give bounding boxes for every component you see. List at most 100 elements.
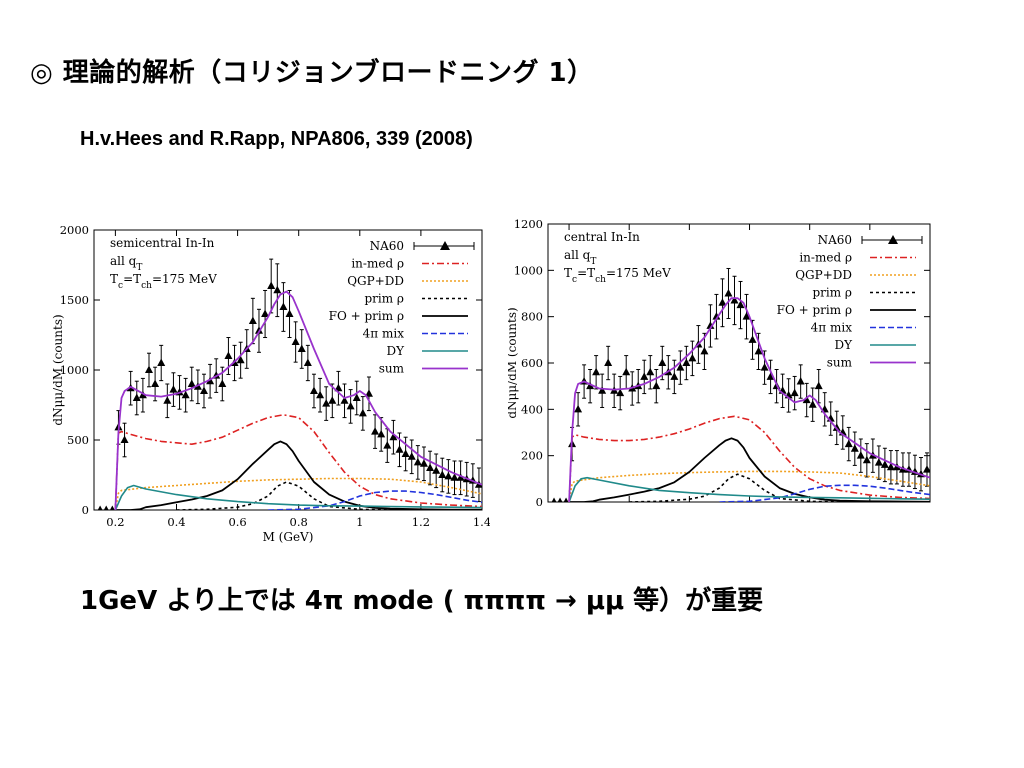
chart2-series-1-point bbox=[670, 372, 679, 380]
chart1-series-1-point bbox=[426, 463, 435, 471]
chart1-series-1-point bbox=[254, 326, 263, 334]
chart1-series-1-point bbox=[328, 396, 337, 404]
chart2-ytick-label: 600 bbox=[521, 356, 543, 370]
chart1-series-5-line bbox=[115, 440, 482, 510]
chart2-series-1-point bbox=[880, 460, 889, 468]
chart2-series-1-point bbox=[676, 363, 685, 371]
chart1-ytick-label: 2000 bbox=[60, 223, 89, 237]
chart2-series-1-point bbox=[706, 321, 715, 329]
chart1-series-1-point bbox=[144, 365, 153, 373]
chart2-series-1-points bbox=[551, 267, 930, 502]
chart2-series-1-point bbox=[844, 439, 853, 448]
chart2-series-1-point bbox=[574, 404, 583, 413]
chart1-series-1-point bbox=[297, 344, 306, 352]
chart1-series-1-point bbox=[456, 473, 465, 481]
chart1-series-1-point bbox=[316, 390, 325, 399]
chart1-series-1-point bbox=[303, 358, 312, 366]
chart1-series-3-legend-label: QGP+DD bbox=[347, 274, 404, 288]
chart1-xtick-label: 0.2 bbox=[106, 515, 124, 529]
chart2-ytick-label: 0 bbox=[536, 495, 543, 509]
chart1-series-1-point bbox=[273, 285, 282, 294]
chart1-series-1-legend-label: NA60 bbox=[370, 239, 404, 253]
chart1-xtick-label: 1 bbox=[356, 515, 363, 529]
chart1-series-1-point bbox=[187, 379, 196, 387]
chart1-annotation-qt: all qT bbox=[110, 254, 142, 273]
chart1-xtick-label: 1.2 bbox=[412, 515, 430, 529]
chart2-series-1-point bbox=[886, 462, 895, 471]
chart2-series-1-point bbox=[586, 381, 595, 390]
chart1-series-1-point bbox=[401, 449, 410, 457]
chart1-series-1-point bbox=[334, 383, 343, 392]
chart1-series-1-point bbox=[358, 408, 367, 417]
chart1-xtick-label: 1.4 bbox=[473, 515, 490, 529]
chart1-series-1-point bbox=[432, 466, 441, 474]
chart2-series-1-point bbox=[658, 358, 667, 366]
chart2-series-1-point bbox=[832, 423, 841, 431]
chart1-xtick-label: 0.6 bbox=[228, 515, 246, 529]
chart2-series-1-point bbox=[712, 312, 721, 320]
chart1-series-1-legend-marker bbox=[440, 241, 450, 250]
chart2-series-1-point bbox=[646, 367, 655, 376]
chart1-ytick-label: 500 bbox=[67, 433, 89, 447]
chart1-series-1-point bbox=[383, 441, 392, 449]
chart2-series-1-point bbox=[718, 298, 727, 306]
chart2-series-1-point bbox=[766, 372, 775, 380]
chart2-series-1-point bbox=[622, 367, 631, 376]
chart1-series-1-point bbox=[120, 435, 129, 443]
chart2-series-1-point bbox=[700, 346, 709, 355]
chart1-series-4-legend-label: prim ρ bbox=[364, 292, 404, 306]
chart1-series-1-point bbox=[224, 351, 233, 359]
chart2-series-8-legend-label: sum bbox=[827, 356, 853, 370]
chart1-series-1-point bbox=[419, 459, 428, 467]
chart1-series-1-point bbox=[450, 473, 459, 481]
chart2-ytick-label: 1000 bbox=[514, 263, 543, 277]
chart1-series-1-point bbox=[97, 505, 103, 510]
chart1-series-1-point bbox=[444, 471, 453, 480]
chart1-series-1-point bbox=[157, 358, 166, 366]
chart2-series-6-line bbox=[719, 484, 930, 502]
chart2-series-1-point bbox=[754, 346, 763, 355]
chart1-series-6-legend-label: 4π mix bbox=[363, 327, 405, 341]
chart1-series-1-point bbox=[267, 281, 276, 289]
chart2-ytick-label: 400 bbox=[521, 402, 543, 416]
chart-central-svg: 0 200 400 600 800 1000 1200 dNμμ/dM (counts) cen… bbox=[505, 217, 931, 509]
chart1-series-1-point bbox=[163, 396, 172, 404]
chart1-series-4-line bbox=[176, 481, 391, 510]
chart2-series-1-point bbox=[730, 295, 739, 304]
chart1-series-1-point bbox=[346, 401, 355, 410]
chart1-series-8-legend-label: sum bbox=[379, 362, 405, 376]
chart2-series-7-legend-label: DY bbox=[834, 338, 853, 352]
chart1-series-1-point bbox=[181, 390, 190, 399]
chart2-series-1-point bbox=[922, 465, 930, 473]
chart1-series-1-point bbox=[352, 393, 361, 401]
chart1-series-1-point bbox=[132, 393, 141, 401]
chart1-series-3-line bbox=[114, 477, 482, 510]
chart2-series-2-legend-label: in-med ρ bbox=[799, 251, 852, 265]
chart1-xtick-label: 0.4 bbox=[167, 515, 185, 529]
chart2-ytick-label: 200 bbox=[521, 449, 543, 463]
chart1-series-1-point bbox=[364, 389, 373, 397]
chart1-series-7-legend-label: DY bbox=[386, 344, 405, 358]
chart1-series-8-line bbox=[114, 290, 482, 510]
chart1-series-1-point bbox=[248, 316, 257, 324]
chart1-xlabel: M (GeV) bbox=[263, 530, 314, 544]
chart2-series-1-point bbox=[742, 312, 751, 320]
chart2-series-5-line bbox=[569, 437, 930, 502]
chart1-series-1-point bbox=[395, 445, 404, 453]
chart1-series-7-line bbox=[114, 484, 482, 510]
chart2-series-5-legend-label: FO + prim ρ bbox=[777, 303, 852, 317]
chart2-series-1-point bbox=[862, 455, 871, 464]
chart1-series-1-point bbox=[261, 309, 270, 317]
chart1-series-1-point bbox=[218, 379, 227, 387]
chart2-series-6-legend-label: 4π mix bbox=[811, 321, 853, 335]
chart1-series-2-legend-label: in-med ρ bbox=[351, 257, 404, 271]
chart2-series-1-point bbox=[856, 451, 865, 459]
chart2-series-1-point bbox=[808, 400, 817, 408]
chart2-series-1-point bbox=[592, 367, 601, 376]
chart2-series-8-line bbox=[568, 297, 930, 502]
chart1-series-1-point bbox=[291, 337, 300, 345]
chart1-ytick-label: 1000 bbox=[60, 363, 89, 377]
chart1-series-1-point bbox=[340, 396, 349, 404]
chart2-series-1-point bbox=[616, 388, 625, 397]
chart1-series-1-point bbox=[413, 457, 422, 466]
